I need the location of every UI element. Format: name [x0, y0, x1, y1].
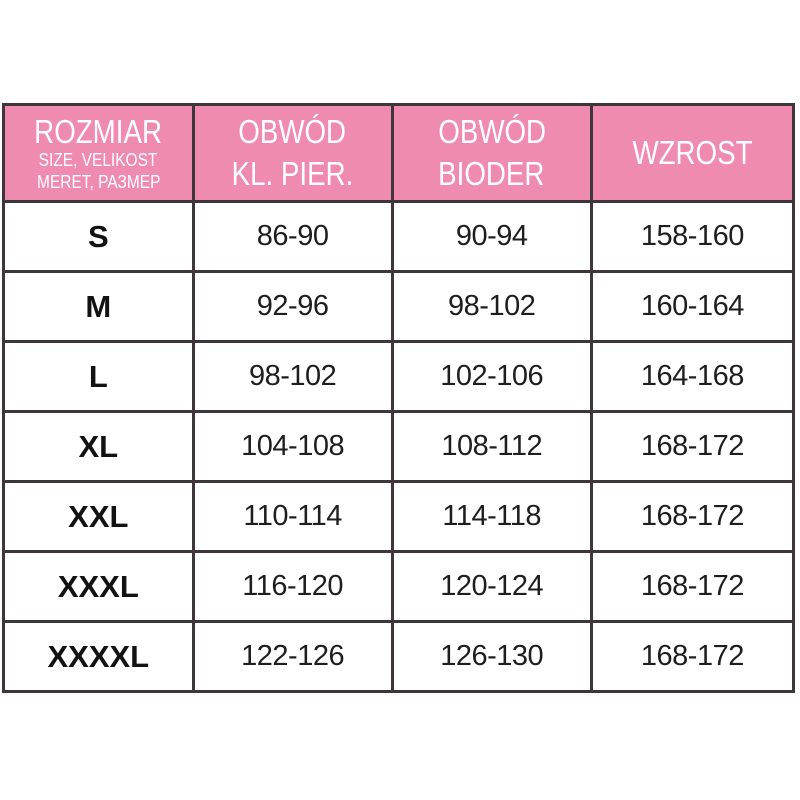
- table-row-xl: XL 104-108 108-112 168-172: [2, 410, 796, 483]
- header-title-obwod: OBWÓD: [238, 113, 347, 151]
- size-label: XXL: [2, 480, 195, 553]
- size-label: L: [2, 340, 195, 413]
- height-value: 164-168: [589, 340, 796, 413]
- height-value: 158-160: [589, 200, 796, 273]
- hips-value: 120-124: [390, 550, 593, 623]
- size-label: XL: [2, 410, 195, 483]
- header-title-kl-pier: KL. PIER.: [231, 155, 354, 192]
- hips-value: 108-112: [390, 410, 593, 483]
- chest-value: 116-120: [191, 550, 394, 623]
- height-value: 168-172: [589, 550, 796, 623]
- header-title-bioder: BIODER: [438, 155, 545, 192]
- header-cell-wzrost: WZROST: [589, 103, 796, 203]
- hips-value: 126-130: [390, 620, 593, 693]
- hips-value: 98-102: [390, 270, 593, 343]
- table-row-xxxl: XXXL 116-120 120-124 168-172: [2, 550, 796, 623]
- chest-value: 86-90: [191, 200, 394, 273]
- height-value: 160-164: [589, 270, 796, 343]
- header-cell-obwod-kl-pier: OBWÓD KL. PIER.: [191, 103, 394, 203]
- hips-value: 102-106: [390, 340, 593, 413]
- table-row-l: L 98-102 102-106 164-168: [2, 340, 796, 413]
- table-header-row: ROZMIAR SIZE, VELIKOST MERET, РАЗМЕР OBW…: [2, 103, 796, 203]
- header-subtitle-size-velikost: SIZE, VELIKOST: [38, 150, 158, 171]
- chest-value: 122-126: [191, 620, 394, 693]
- size-label: XXXL: [2, 550, 195, 623]
- chest-value: 92-96: [191, 270, 394, 343]
- table-row-xxxxl: XXXXL 122-126 126-130 168-172: [2, 620, 796, 693]
- height-value: 168-172: [589, 620, 796, 693]
- header-title-rozmiar: ROZMIAR: [34, 112, 163, 150]
- size-label: M: [2, 270, 195, 343]
- size-chart-table: ROZMIAR SIZE, VELIKOST MERET, РАЗМЕР OBW…: [2, 103, 796, 693]
- table-row-m: M 92-96 98-102 160-164: [2, 270, 796, 343]
- chest-value: 110-114: [191, 480, 394, 553]
- header-cell-rozmiar: ROZMIAR SIZE, VELIKOST MERET, РАЗМЕР: [2, 103, 195, 203]
- height-value: 168-172: [589, 410, 796, 483]
- header-subtitle-meret-razmer: MERET, РАЗМЕР: [36, 171, 161, 192]
- hips-value: 90-94: [390, 200, 593, 273]
- header-title-obwod-2: OBWÓD: [437, 113, 546, 151]
- header-cell-obwod-bioder: OBWÓD BIODER: [390, 103, 593, 203]
- size-label: XXXXL: [2, 620, 195, 693]
- size-label: S: [2, 200, 195, 273]
- chest-value: 104-108: [191, 410, 394, 483]
- height-value: 168-172: [589, 480, 796, 553]
- table-row-s: S 86-90 90-94 158-160: [2, 200, 796, 273]
- hips-value: 114-118: [390, 480, 593, 553]
- chest-value: 98-102: [191, 340, 394, 413]
- header-title-wzrost: WZROST: [632, 134, 753, 172]
- table-row-xxl: XXL 110-114 114-118 168-172: [2, 480, 796, 553]
